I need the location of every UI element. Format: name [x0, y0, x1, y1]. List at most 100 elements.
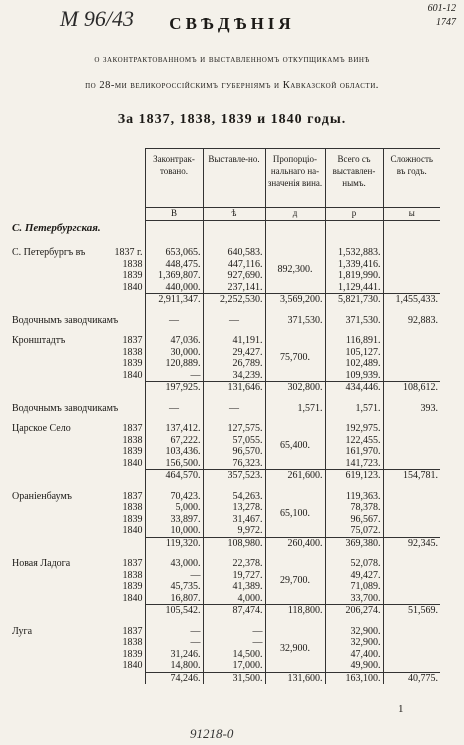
issued: 29,427. — [202, 346, 265, 358]
proportional: 29,700. — [264, 558, 325, 605]
issued: 34,239. — [202, 369, 265, 382]
group-total: 260,400. — [264, 536, 325, 549]
line-row: Водочнымъ заводчикамъ — —371,530. 371,530. 9… — [10, 314, 440, 326]
group-total: 163,100. — [324, 671, 383, 684]
cell — [324, 220, 383, 238]
line-value: — — [144, 314, 203, 326]
cell — [264, 481, 325, 491]
cell — [382, 258, 440, 270]
cell — [202, 326, 265, 335]
cell — [10, 306, 145, 315]
cell — [10, 326, 145, 335]
proportional: 65,400. — [264, 423, 325, 470]
year-row: 1837 Новая Ладога 43,000. 22,378. 29,700. 52,… — [10, 558, 440, 605]
issued: 22,378. — [202, 558, 265, 570]
cell — [144, 414, 203, 423]
year-row: 1839 45,735. 41,389. 71,089. — [10, 581, 440, 593]
group-total: 131,646. — [202, 381, 265, 394]
cell — [144, 549, 203, 558]
row-label: 1839 — [10, 446, 145, 458]
contracted: 16,807. — [144, 592, 203, 605]
group-total: 357,523. — [202, 469, 265, 482]
total: 105,127. — [324, 346, 383, 358]
row-label: 1840 — [10, 525, 145, 537]
cell — [264, 393, 325, 403]
line-value: 393. — [382, 402, 440, 414]
year-row: 1838 5,000. 13,278. 78,378. — [10, 502, 440, 514]
issued: 26,789. — [202, 358, 265, 370]
cell — [264, 220, 325, 238]
total: 1,532,883. — [324, 247, 383, 259]
total: 119,363. — [324, 490, 383, 502]
cell — [382, 247, 440, 259]
group-total: 3,569,200. — [264, 293, 325, 306]
totals-row: 2,911,347. 2,252,530. 3,569,200. 5,821,730.… — [10, 293, 440, 306]
line-row: Водочнымъ заводчикамъ — —1,571. 1,571. 393. — [10, 402, 440, 414]
footer-mark: 91218-0 — [190, 726, 234, 741]
row-label: 1838 — [10, 347, 145, 359]
column-header: Выставле-но. — [202, 148, 265, 208]
unit-letter: В — [144, 207, 203, 221]
group-total: 92,345. — [382, 536, 440, 549]
cell — [264, 238, 325, 247]
row-label: 1839 — [10, 581, 145, 593]
group-total: 154,781. — [382, 469, 440, 482]
cell — [382, 513, 440, 525]
year: 1840 — [122, 281, 143, 293]
row-label: 1839 — [10, 358, 145, 370]
cell — [382, 581, 440, 593]
cell — [264, 305, 325, 315]
cell — [10, 394, 145, 403]
year-row: 1840 16,807. 4,000. 33,700. — [10, 592, 440, 605]
years-line: За 1837, 1838, 1839 и 1840 годы. — [117, 112, 347, 127]
year-row: 1840 156,500. 76,323. 141,723. — [10, 457, 440, 470]
cell — [202, 481, 265, 491]
row-label: 1837 Кронштадтъ — [10, 335, 145, 347]
year-row: 1839 120,889. 26,789. 102,489. — [10, 358, 440, 370]
cell — [324, 549, 383, 558]
cell — [382, 369, 440, 382]
contracted: — — [144, 625, 203, 637]
section-row: С. Петербургская. — [10, 220, 440, 238]
cell — [382, 305, 440, 315]
year: 1839 — [122, 446, 143, 457]
total: 75,072. — [324, 525, 383, 537]
cell — [382, 358, 440, 370]
cell — [144, 481, 203, 491]
cell — [10, 537, 145, 549]
contracted: 5,000. — [144, 502, 203, 514]
total: 109,939. — [324, 369, 383, 382]
unit-letter: ы — [382, 207, 440, 221]
total: 78,378. — [324, 502, 383, 514]
line-value: — — [144, 402, 203, 414]
total: 1,129,441. — [324, 281, 383, 294]
cell — [10, 294, 145, 306]
total: 71,089. — [324, 581, 383, 593]
row-label: 1837 Луга — [10, 626, 145, 638]
cell — [382, 616, 440, 626]
cell — [382, 457, 440, 470]
group-total: 51,569. — [382, 604, 440, 617]
cell — [324, 616, 383, 626]
row-label: 1839 — [10, 270, 145, 282]
group-total: 108,612. — [382, 381, 440, 394]
header-row: Законтрак-товано. Выставле-но. Пропорціо-н… — [10, 148, 440, 208]
issued: 927,690. — [202, 270, 265, 282]
group-total: 119,320. — [144, 536, 203, 549]
year-row: 1839 31,246. 14,500. 47,400. — [10, 648, 440, 660]
cell — [144, 220, 203, 238]
year: 1837 — [122, 490, 143, 502]
gap-row — [10, 393, 440, 403]
contracted: 47,036. — [144, 335, 203, 347]
contracted: 120,889. — [144, 358, 203, 370]
year-row: 1838 67,222. 57,055. 122,455. — [10, 434, 440, 446]
cell — [202, 549, 265, 558]
total: 96,567. — [324, 513, 383, 525]
year: 1840 — [122, 369, 143, 381]
contracted: 440,000. — [144, 281, 203, 294]
total: 122,455. — [324, 434, 383, 446]
cell — [202, 414, 265, 423]
cell — [202, 220, 265, 238]
total: 116,891. — [324, 335, 383, 347]
